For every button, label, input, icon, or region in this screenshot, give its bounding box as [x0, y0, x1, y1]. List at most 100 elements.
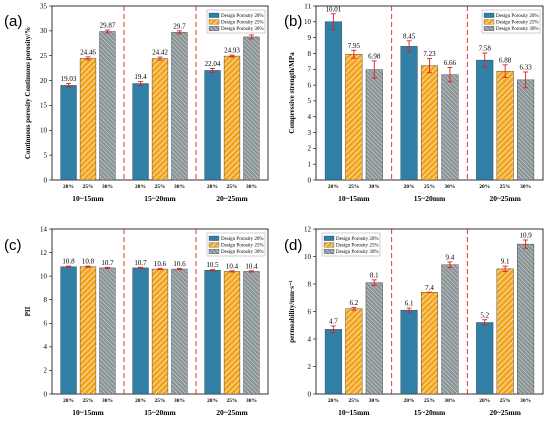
legend-box	[206, 232, 266, 257]
category-tick-label: 25%	[227, 398, 238, 404]
bar	[400, 309, 418, 395]
y-tick-label: 15	[40, 102, 48, 110]
legend: Design Porosity 20% Design Porosity 25%De…	[206, 232, 266, 257]
bar	[441, 74, 459, 181]
y-tick-label: 2	[308, 145, 312, 153]
y-tick-label: 14	[40, 225, 48, 233]
legend-swatch	[208, 242, 220, 248]
legend-label: Design Porosity 20%	[336, 237, 379, 242]
chart-panel-2: (b) 0 1 2 3 4 5 6 7 8 9 10 11 Compressive strength/MP…	[284, 2, 544, 203]
bar	[171, 268, 188, 395]
legend-label: Design Porosity 25%	[336, 244, 379, 249]
category-tick-label: 20%	[479, 184, 490, 190]
bar	[496, 70, 514, 181]
legend-label: Design Porosity 25%	[221, 244, 264, 249]
data-label: 24.42	[152, 49, 168, 57]
bar	[79, 266, 97, 395]
group-label: 10~15mm	[338, 408, 370, 417]
bar	[204, 70, 221, 181]
y-tick-label: 1	[308, 160, 312, 168]
bar	[324, 329, 342, 395]
y-tick-label: 0	[308, 390, 312, 398]
category-tick-label: 25%	[83, 398, 94, 404]
legend-swatch	[483, 26, 495, 31]
y-tick-label: 4	[44, 343, 48, 351]
legend-swatch	[483, 12, 495, 18]
data-label: 6.1	[405, 300, 414, 308]
group-label: 10~15mm	[72, 194, 104, 203]
y-axis-label: Compressive strength/MPa	[288, 52, 296, 134]
legend-label: Design Porosity 20%	[496, 14, 539, 19]
y-tick-label: 4	[308, 113, 312, 121]
panel-label: (c)	[4, 237, 22, 254]
data-label: 7.95	[348, 42, 361, 50]
y-tick-label: 10	[40, 272, 48, 280]
y-tick-label: 10	[304, 18, 312, 26]
data-label: 29.87	[100, 22, 116, 30]
bar	[420, 292, 439, 395]
panel-label: (d)	[284, 237, 302, 254]
panel-label: (a)	[4, 13, 22, 30]
bar	[400, 46, 418, 181]
y-tick-label: 8	[44, 296, 48, 304]
category-tick-label: 25%	[348, 184, 359, 190]
bar	[476, 322, 494, 395]
legend-swatch	[323, 242, 335, 248]
data-label: 10.8	[62, 258, 75, 266]
data-label: 19.03	[61, 75, 77, 83]
bar	[60, 266, 77, 395]
y-axis-label: permeability/mm·s⁻¹	[288, 280, 296, 343]
bar	[223, 271, 241, 395]
legend-box	[321, 232, 381, 257]
category-tick-label: 25%	[155, 398, 166, 404]
legend-swatch	[208, 12, 220, 18]
y-tick-label: 9	[308, 34, 312, 42]
category-tick-label: 20%	[135, 398, 146, 404]
data-label: 10.4	[245, 262, 258, 270]
category-tick-label: 30%	[444, 398, 455, 404]
y-tick-label: 5	[44, 151, 48, 159]
y-axis-label: PII	[24, 306, 32, 316]
category-tick-label: 30%	[520, 398, 531, 404]
legend-label: Design Porosity 20%	[221, 237, 264, 242]
legend-label: Design Porosity 30%	[496, 27, 539, 32]
category-tick-label: 20%	[63, 184, 74, 190]
data-label: 9.1	[501, 258, 510, 266]
y-tick-label: 4	[308, 335, 312, 343]
data-label: 10.01	[326, 5, 342, 13]
category-tick-label: 25%	[500, 398, 511, 404]
data-label: 7.23	[423, 50, 436, 58]
bar	[99, 267, 116, 395]
bar	[171, 32, 188, 181]
y-tick-label: 6	[308, 81, 312, 89]
legend: Design Porosity 20% Design Porosity 25%De…	[206, 9, 266, 34]
y-tick-label: 8	[308, 280, 312, 288]
panel-label: (b)	[284, 13, 302, 30]
y-tick-label: 2	[44, 367, 48, 375]
category-tick-label: 25%	[500, 184, 511, 190]
category-tick-label: 30%	[246, 184, 257, 190]
category-tick-label: 25%	[424, 184, 435, 190]
category-tick-label: 25%	[348, 398, 359, 404]
y-tick-label: 25	[40, 52, 48, 60]
data-label: 24.46	[80, 48, 96, 56]
data-label: 10.4	[226, 262, 239, 270]
data-label: 7.4	[425, 284, 434, 292]
y-tick-label: 0	[308, 176, 312, 184]
data-label: 10.7	[101, 259, 114, 267]
bar	[345, 54, 363, 181]
legend-label: Design Porosity 30%	[221, 27, 264, 32]
data-label: 10.6	[154, 260, 167, 268]
category-tick-label: 30%	[246, 398, 257, 404]
data-label: 6.98	[368, 52, 381, 60]
data-label: 19.4	[134, 73, 147, 81]
category-tick-label: 30%	[369, 184, 380, 190]
bar	[345, 308, 363, 395]
bar	[517, 243, 535, 395]
bar	[420, 65, 439, 181]
legend-label: Design Porosity 30%	[336, 250, 379, 255]
data-label: 29.7	[173, 22, 186, 30]
group-label: 15~20mm	[414, 408, 446, 417]
category-tick-label: 20%	[328, 184, 339, 190]
category-tick-label: 25%	[83, 184, 94, 190]
